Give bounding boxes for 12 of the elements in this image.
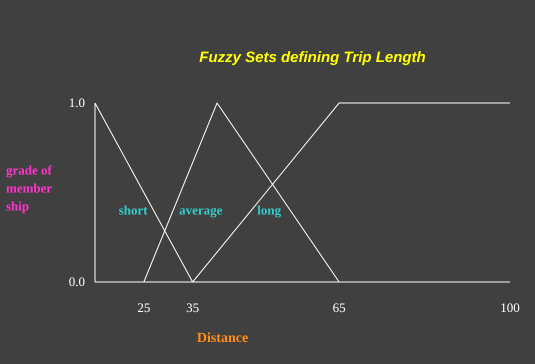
series-label: long <box>257 202 282 218</box>
series-label: average <box>179 202 223 218</box>
x-tick-label: 25 <box>137 300 150 315</box>
chart-title: Fuzzy Sets defining Trip Length <box>199 49 426 66</box>
x-axis-title: Distance <box>196 331 248 346</box>
x-tick-label: 65 <box>332 300 346 315</box>
y-axis-title: grade of member ship <box>6 162 53 214</box>
x-tick-label: 100 <box>500 300 520 315</box>
y-tick-label: 1.0 <box>68 95 85 110</box>
y-tick-label: 0.0 <box>68 274 85 289</box>
x-tick-label: 35 <box>186 300 200 315</box>
series-label: short <box>118 202 148 218</box>
